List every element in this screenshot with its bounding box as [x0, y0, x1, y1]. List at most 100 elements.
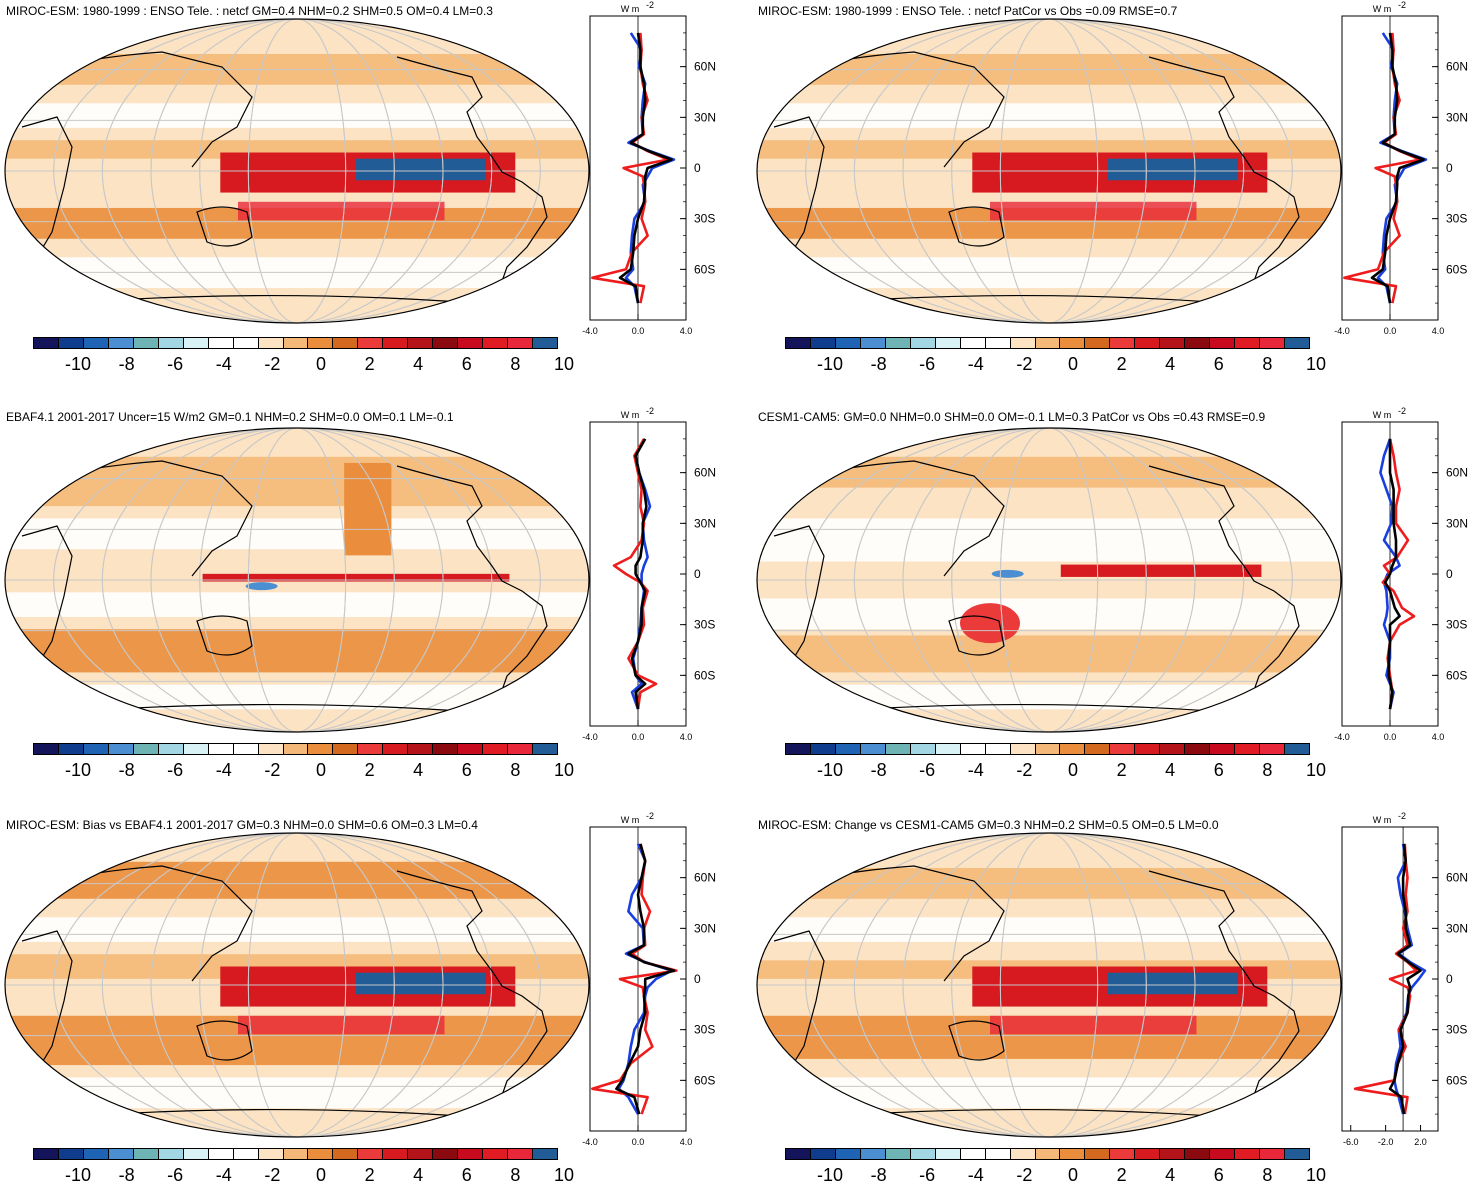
- colorbar-swatch: [935, 1149, 961, 1159]
- zonal-ytick-label: 30S: [694, 212, 715, 226]
- zonal-xtick-label: 4.0: [1432, 732, 1445, 742]
- colorbar-swatch: [1010, 744, 1036, 754]
- colorbar-swatch: [1260, 744, 1286, 754]
- colorbar-label: 10: [1305, 1165, 1327, 1185]
- colorbar-label: 8: [1262, 1165, 1273, 1185]
- colorbar-swatch: [408, 744, 434, 754]
- colorbar-swatch: [1210, 744, 1236, 754]
- zonal-ytick-label: 60N: [694, 466, 716, 480]
- colorbar-swatch: [985, 1149, 1011, 1159]
- colorbar-swatch: [34, 744, 59, 754]
- colorbar-swatch: [533, 1149, 558, 1159]
- colorbar-swatch: [885, 1149, 911, 1159]
- colorbar-swatch: [885, 338, 911, 348]
- colorbar-label: 2: [1116, 354, 1127, 374]
- colorbar-swatch: [183, 338, 209, 348]
- colorbar-swatch: [208, 1149, 234, 1159]
- colorbar-label: -2: [1016, 1165, 1033, 1185]
- zonal-units-superscript: -2: [1398, 406, 1406, 416]
- colorbar-swatch: [1085, 1149, 1111, 1159]
- colorbar-label: 0: [315, 354, 327, 374]
- colorbar-label: 0: [1067, 1165, 1079, 1185]
- colorbar-swatch: [333, 338, 359, 348]
- colorbar-swatch: [860, 338, 886, 348]
- colorbar-label: 6: [1213, 760, 1224, 780]
- colorbar-label: 4: [413, 760, 424, 780]
- colorbar-swatch: [1060, 744, 1086, 754]
- colorbar-label: 0: [1067, 760, 1079, 780]
- colorbar-swatch: [333, 744, 359, 754]
- zonal-series-red: [1343, 32, 1422, 304]
- colorbar-swatch: [1160, 744, 1186, 754]
- zonal-ytick-label: 60N: [1446, 466, 1468, 480]
- colorbar-swatch: [1235, 744, 1261, 754]
- map-title: EBAF4.1 2001-2017 Uncer=15 W/m2 GM=0.1 N…: [6, 410, 454, 424]
- colorbar-swatch: [108, 744, 134, 754]
- colorbar-swatch: [508, 1149, 534, 1159]
- panel-2: MIROC-ESM: 1980-1999 : ENSO Tele. : netc…: [752, 0, 1483, 380]
- colorbar-label: 2: [1116, 760, 1127, 780]
- colorbar-label: 0: [315, 760, 327, 780]
- zonal-xtick-label: 4.0: [680, 326, 693, 336]
- colorbar-swatch: [960, 338, 986, 348]
- colorbar-label: -6: [167, 354, 184, 374]
- colorbar-swatch: [835, 1149, 861, 1159]
- colorbar-swatch: [358, 744, 384, 754]
- colorbar-swatch: [1085, 338, 1111, 348]
- colorbar-swatch: [1035, 338, 1061, 348]
- zonal-units-label: W m: [1373, 410, 1392, 420]
- colorbar-swatch: [83, 744, 109, 754]
- zonal-ytick-label: 60S: [694, 262, 715, 276]
- colorbar-swatch: [810, 1149, 836, 1159]
- colorbar-swatch: [533, 338, 558, 348]
- colorbar-swatch: [786, 744, 811, 754]
- colorbar-swatch: [935, 338, 961, 348]
- colorbar-swatch: [183, 1149, 209, 1159]
- colorbar-swatch: [108, 1149, 134, 1159]
- zonal-units-superscript: -2: [1398, 811, 1406, 821]
- map-title: MIROC-ESM: 1980-1999 : ENSO Tele. : netc…: [6, 4, 493, 18]
- zonal-units-label: W m: [1373, 4, 1392, 14]
- colorbar-label: -6: [919, 760, 936, 780]
- colorbar-label: 2: [364, 354, 375, 374]
- colorbar-swatch: [58, 1149, 84, 1159]
- colorbar-label: -6: [167, 760, 184, 780]
- colorbar-label: 2: [1116, 1165, 1127, 1185]
- zonal-xtick-label: -4.0: [582, 732, 598, 742]
- colorbar-label: -10: [816, 760, 844, 780]
- colorbar-swatch: [1285, 744, 1310, 754]
- panel-5: MIROC-ESM: Bias vs EBAF4.1 2001-2017 GM=…: [0, 811, 740, 1191]
- colorbar-swatch: [283, 1149, 309, 1159]
- colorbar: [33, 1148, 558, 1160]
- colorbar-swatch: [233, 1149, 259, 1159]
- colorbar-label: -6: [919, 354, 936, 374]
- colorbar-swatch: [810, 744, 836, 754]
- colorbar-swatch: [483, 338, 509, 348]
- colorbar-label: -4: [215, 1165, 232, 1185]
- colorbar-swatch: [458, 744, 484, 754]
- colorbar-swatch: [208, 338, 234, 348]
- colorbar-label: 10: [553, 1165, 575, 1185]
- colorbar-label: -10: [64, 354, 92, 374]
- zonal-mean-profile: 60N 30N 0 30S 60S -4.0 0.0 4.0 W m -2: [582, 811, 716, 1147]
- colorbar-swatch: [1060, 338, 1086, 348]
- zonal-mean-profile: 60N 30N 0 30S 60S -4.0 0.0 4.0 W m -2: [582, 406, 716, 742]
- zonal-ytick-label: 30N: [1446, 921, 1468, 935]
- colorbar-swatch: [58, 744, 84, 754]
- zonal-xtick-label: 4.0: [680, 732, 693, 742]
- zonal-xtick-label: 0.0: [632, 732, 645, 742]
- colorbar: [785, 743, 1310, 755]
- colorbar: [33, 337, 558, 349]
- zonal-mean-profile: 60N 30N 0 30S 60S -6.0 -2.0 2.0 W m -2: [1341, 811, 1468, 1147]
- colorbar-swatch: [1110, 1149, 1136, 1159]
- colorbar-swatch: [133, 338, 159, 348]
- map-plot: [756, 18, 1342, 324]
- zonal-ytick-label: 30N: [1446, 110, 1468, 124]
- colorbar-label: -4: [215, 760, 232, 780]
- zonal-ytick-label: 60S: [1446, 1073, 1467, 1087]
- colorbar-label: 4: [1165, 354, 1176, 374]
- colorbar-label: -8: [870, 354, 887, 374]
- zonal-units-label: W m: [621, 815, 640, 825]
- colorbar-label: 10: [553, 760, 575, 780]
- zonal-units-label: W m: [621, 410, 640, 420]
